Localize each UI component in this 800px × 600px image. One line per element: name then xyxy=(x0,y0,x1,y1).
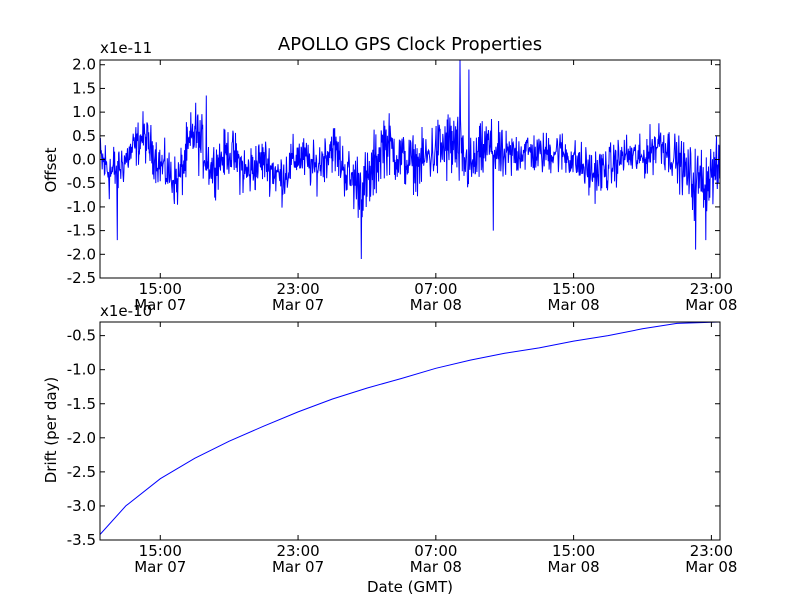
drift-plot-frame xyxy=(99,321,721,541)
drift-x-tick-date: Mar 08 xyxy=(410,558,462,576)
offset-multiplier-label: x1e-11 xyxy=(100,39,152,57)
drift-multiplier-label: x1e-10 xyxy=(100,302,152,320)
drift-x-tick-time: 15:00 xyxy=(139,542,182,560)
drift-x-tick-time: 23:00 xyxy=(276,542,319,560)
offset-y-tick-label: 1.5 xyxy=(72,79,96,97)
offset-x-tick-date: Mar 07 xyxy=(272,296,324,314)
offset-y-tick-label: -2.5 xyxy=(67,269,96,287)
offset-y-tick-label: 2.0 xyxy=(72,56,96,74)
drift-series-line xyxy=(100,322,720,535)
drift-x-tick-time: 07:00 xyxy=(414,542,457,560)
offset-x-tick-time: 23:00 xyxy=(690,280,733,298)
drift-x-tick-time: 15:00 xyxy=(552,542,595,560)
drift-y-tick-label: -1.0 xyxy=(67,361,96,379)
offset-y-tick-label: 1.0 xyxy=(72,103,96,121)
drift-y-tick-label: -3.5 xyxy=(67,531,96,549)
offset-panel: x1e-11 Offset -2.5 -2.0 -1.5 -1.0 -0.5 0.0 0.5… xyxy=(42,39,737,314)
drift-x-tick-date: Mar 08 xyxy=(548,558,600,576)
drift-y-tick-label: -1.5 xyxy=(67,395,96,413)
offset-y-tick-label: -1.5 xyxy=(67,222,96,240)
offset-series-line xyxy=(100,60,720,260)
x-axis-label: Date (GMT) xyxy=(367,578,453,596)
drift-y-tick-label: -2.5 xyxy=(67,463,96,481)
drift-y-tick-label: -3.0 xyxy=(67,497,96,515)
offset-y-tick-label: -2.0 xyxy=(67,245,96,263)
offset-y-tick-label: 0.0 xyxy=(72,151,96,169)
offset-series-group xyxy=(100,60,720,260)
offset-x-tick-date: Mar 08 xyxy=(548,296,600,314)
drift-x-tick-time: 23:00 xyxy=(690,542,733,560)
offset-y-tick-label: 0.5 xyxy=(72,127,96,145)
offset-x-tick-time: 15:00 xyxy=(552,280,595,298)
drift-x-tick-date: Mar 07 xyxy=(134,558,186,576)
chart-title: APOLLO GPS Clock Properties xyxy=(278,34,542,55)
drift-x-tick-date: Mar 07 xyxy=(272,558,324,576)
drift-y-tick-label: -0.5 xyxy=(67,327,96,345)
offset-y-tick-label: -1.0 xyxy=(67,198,96,216)
offset-x-tick-time: 15:00 xyxy=(139,280,182,298)
drift-series-group xyxy=(100,322,720,535)
offset-axes: -2.5 -2.0 -1.5 -1.0 -0.5 0.0 0.5 1.0 1.5 2.0 15:00… xyxy=(67,56,738,314)
offset-y-axis-label: Offset xyxy=(42,147,60,192)
offset-y-tick-label: -0.5 xyxy=(67,174,96,192)
offset-x-tick-date: Mar 08 xyxy=(410,296,462,314)
drift-panel: x1e-10 Drift (per day) -3.5 -3.0 -2.5 -2.0 -… xyxy=(42,302,737,576)
drift-y-axis-label: Drift (per day) xyxy=(42,377,60,484)
drift-x-tick-date: Mar 08 xyxy=(685,558,737,576)
offset-x-tick-date: Mar 07 xyxy=(134,296,186,314)
offset-x-tick-date: Mar 08 xyxy=(685,296,737,314)
offset-x-tick-time: 07:00 xyxy=(414,280,457,298)
offset-x-tick-time: 23:00 xyxy=(276,280,319,298)
offset-plot-frame xyxy=(99,59,721,279)
drift-y-tick-label: -2.0 xyxy=(67,429,96,447)
